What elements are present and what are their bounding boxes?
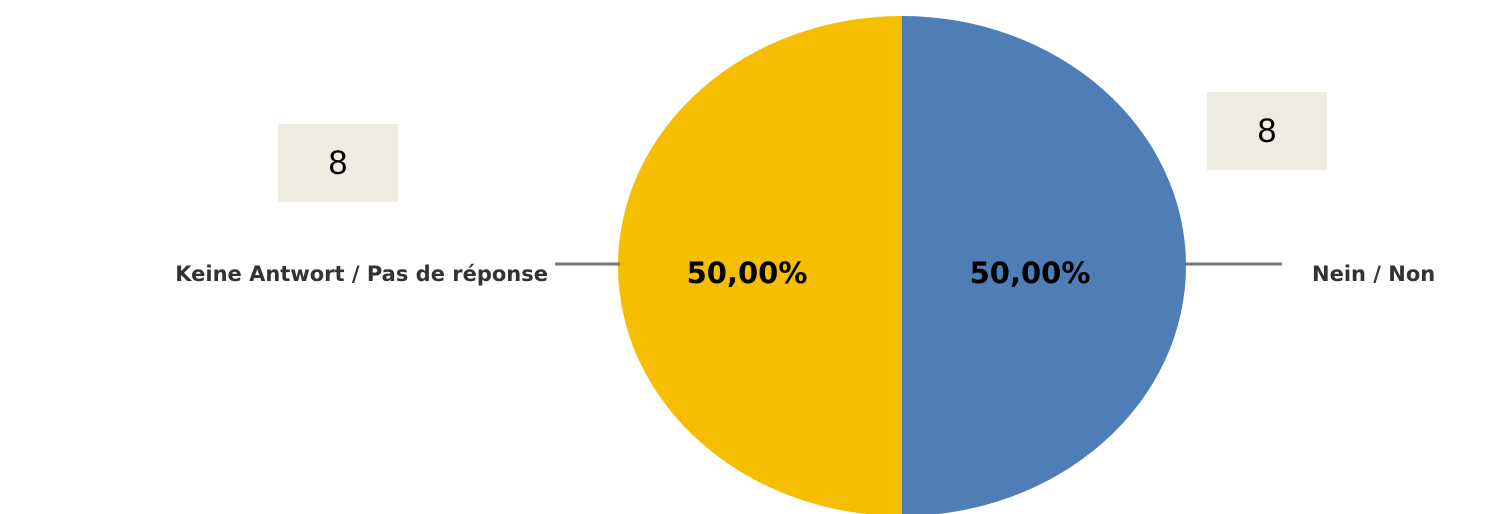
count-box-nein: 8 xyxy=(1207,92,1327,170)
pie-slice-nein xyxy=(902,16,1186,514)
category-label-keine-antwort: Keine Antwort / Pas de réponse xyxy=(175,262,548,286)
category-label-nein: Nein / Non xyxy=(1312,262,1435,286)
slice-value-label-keine-antwort: 50,00% xyxy=(687,256,808,290)
pie-slice-keine-antwort xyxy=(618,16,902,514)
slice-value-label-nein: 50,00% xyxy=(970,256,1091,290)
count-box-keine-antwort: 8 xyxy=(278,124,398,202)
